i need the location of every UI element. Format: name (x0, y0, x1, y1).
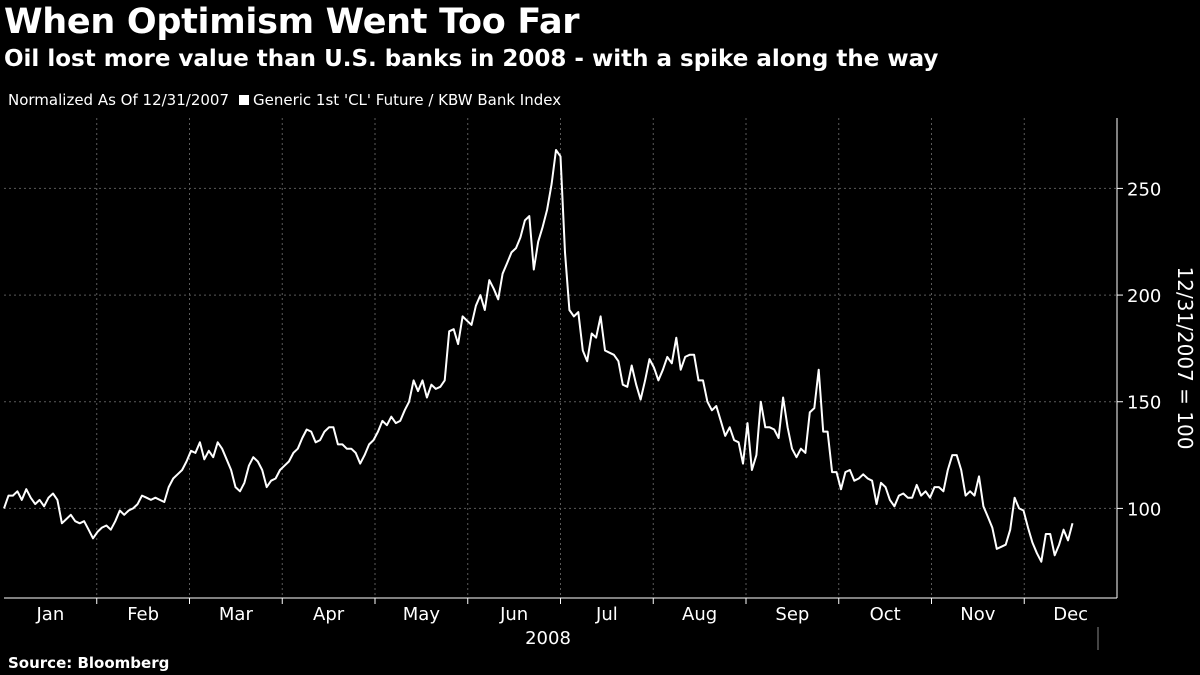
x-tick-label-Jun: Jun (499, 604, 528, 625)
x-axis-year-label: 2008 (525, 628, 571, 649)
x-tick-label-Dec: Dec (1053, 604, 1088, 625)
y-tick-label-100: 100 (1127, 499, 1161, 520)
y-tick-label-200: 200 (1127, 286, 1161, 307)
x-tick-label-Apr: Apr (313, 604, 345, 625)
x-tick-label-Jul: Jul (595, 604, 618, 625)
normalized-note: Normalized As Of 12/31/2007 (8, 91, 229, 109)
tick-labels: 100 150 200 250 Jan Feb Mar Apr May Jun Jul Aug Sep O… (36, 179, 1162, 625)
y-tick-label-250: 250 (1127, 179, 1161, 200)
x-tick-label-Feb: Feb (127, 604, 159, 625)
x-tick-label-Jan: Jan (36, 604, 65, 625)
legend-label: Generic 1st 'CL' Future / KBW Bank Index (253, 91, 562, 109)
source-note: Source: Bloomberg (8, 654, 170, 672)
legend-swatch (239, 95, 249, 105)
chart-meta: Normalized As Of 12/31/2007 Generic 1st '… (8, 91, 561, 109)
x-tick-label-Aug: Aug (682, 604, 717, 625)
x-tick-label-Nov: Nov (960, 604, 995, 625)
chart-subtitle: Oil lost more value than U.S. banks in 2… (4, 46, 939, 72)
y-tick-label-150: 150 (1127, 393, 1161, 414)
x-tick-label-Sep: Sep (775, 604, 809, 625)
axes (4, 118, 1123, 650)
series-line (3, 149, 1074, 563)
x-tick-label-May: May (403, 604, 441, 625)
x-tick-label-Mar: Mar (219, 604, 254, 625)
y-axis-label: 12/31/2007 = 100 (1173, 267, 1197, 450)
grid-lines (4, 118, 1117, 598)
chart-title: When Optimism Went Too Far (4, 2, 580, 42)
x-tick-label-Oct: Oct (870, 604, 901, 625)
